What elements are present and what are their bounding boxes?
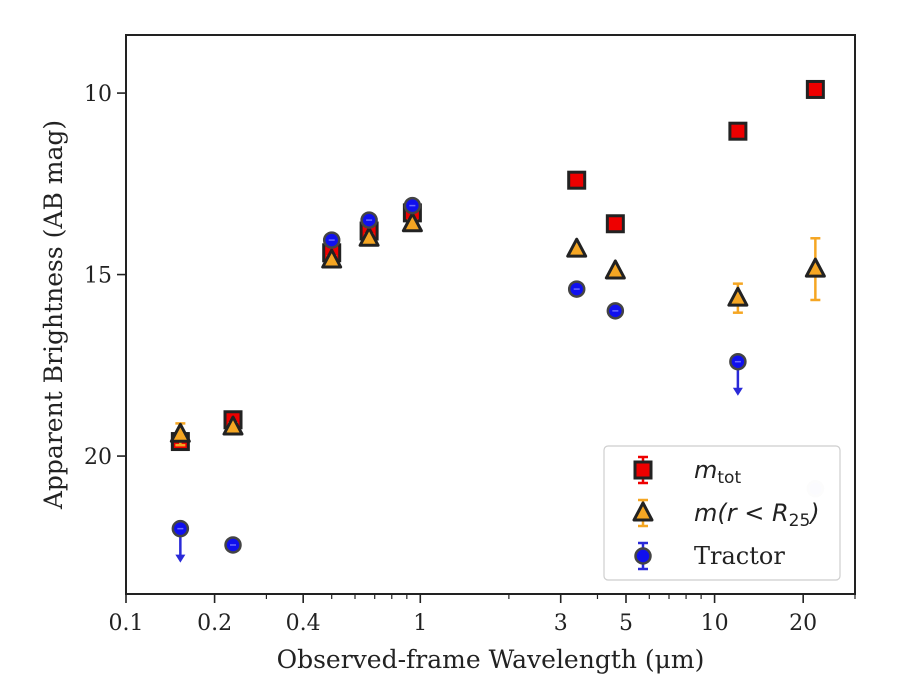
x-axis-label: Observed-frame Wavelength (μm) (277, 645, 705, 674)
legend-label: m(r < R25) (694, 499, 820, 531)
x-tick-label: 0.2 (197, 611, 232, 636)
legend-entry: m(r < R25) (632, 498, 820, 531)
series-triangle (169, 212, 826, 447)
x-tick-label: 5 (619, 611, 633, 636)
data-point (805, 79, 825, 99)
legend-marker (633, 460, 653, 480)
upper-limit-arrowhead (732, 387, 743, 396)
y-tick-label: 20 (84, 445, 112, 470)
data-point (728, 121, 748, 141)
data-point (401, 212, 423, 233)
plot-frame (125, 34, 856, 595)
y-tick-label: 15 (84, 264, 112, 289)
series-square (170, 79, 825, 452)
legend-marker (634, 547, 652, 565)
y-axis-label: Apparent Brightness (AB mag) (39, 120, 68, 510)
legend-entry: mtot (633, 455, 741, 488)
data-point (566, 237, 588, 258)
x-tick-label: 3 (554, 611, 568, 636)
y-axis: 10 15 20 (84, 82, 126, 470)
x-tick-label: 20 (789, 611, 817, 636)
data-point (321, 248, 343, 269)
data-point (222, 415, 244, 436)
legend-label: mtot (694, 456, 741, 488)
x-tick-label: 0.4 (286, 611, 321, 636)
legend-box (603, 445, 841, 581)
data-point (567, 170, 587, 190)
data-point (358, 226, 380, 247)
x-tick-label: 10 (701, 611, 729, 636)
data-point (605, 214, 625, 234)
data-point (727, 286, 749, 307)
x-tick-label: 0.1 (109, 611, 144, 636)
upper-limit-arrowhead (175, 554, 186, 563)
data-point (604, 259, 626, 280)
x-tick-label: 1 (413, 611, 427, 636)
legend: mtot m(r < R25) Tractor (603, 445, 841, 581)
legend-marker (632, 501, 654, 522)
legend-label: Tractor (694, 542, 785, 570)
data-point (804, 257, 826, 278)
data-point (169, 422, 191, 443)
x-axis: 0.1 0.2 0.4 1 3 5 10 20 (109, 594, 856, 636)
y-tick-label: 10 (84, 82, 112, 107)
legend-entry: Tractor (634, 541, 785, 571)
